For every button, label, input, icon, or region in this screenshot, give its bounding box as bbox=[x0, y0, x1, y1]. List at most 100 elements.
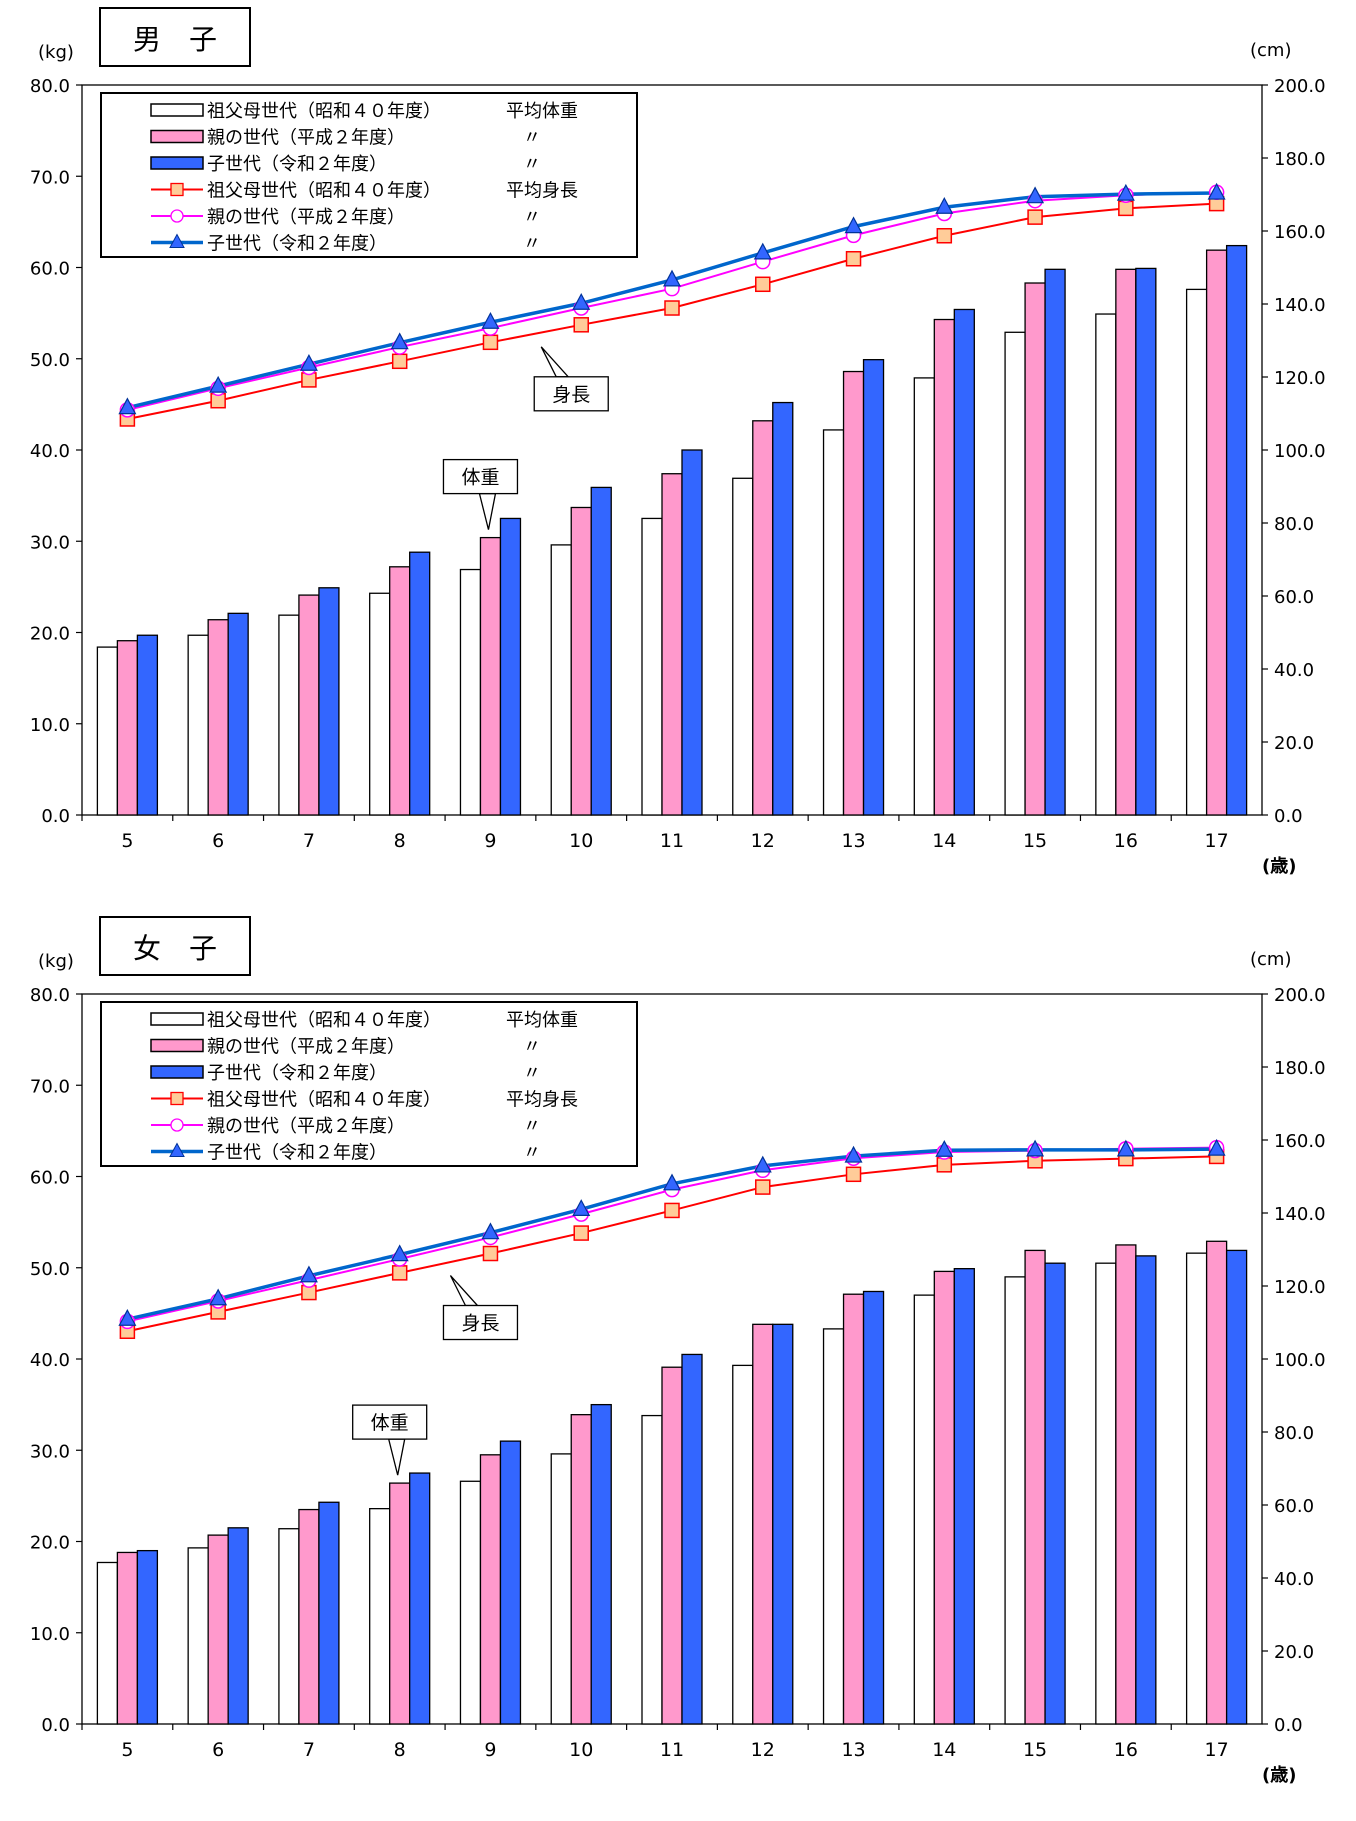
boys-bar bbox=[479, 536, 502, 816]
girls-legend-swatch-bar bbox=[150, 1012, 204, 1026]
boys-bar bbox=[1135, 267, 1157, 816]
boys-x-tick-label: 12 bbox=[751, 830, 775, 852]
girls-bar bbox=[681, 1353, 703, 1725]
girls-x-tick-label: 11 bbox=[660, 1739, 684, 1761]
girls-y-left-tick-label: 80.0 bbox=[30, 985, 70, 1006]
girls-legend-suffix: 〃 bbox=[523, 1037, 541, 1058]
boys-y-right-tick-label: 0.0 bbox=[1274, 806, 1303, 827]
girls-callout-label: 身長 bbox=[461, 1313, 499, 1335]
girls-point-square bbox=[755, 1179, 771, 1195]
girls-y-left-tick-label: 20.0 bbox=[30, 1533, 70, 1554]
girls-bar bbox=[227, 1527, 249, 1725]
girls-y-left-tick-label: 50.0 bbox=[30, 1259, 70, 1280]
girls-bar bbox=[862, 1290, 885, 1725]
girls-legend-label: 子世代（令和２年度） bbox=[207, 1143, 387, 1164]
girls-x-tick-label: 17 bbox=[1205, 1739, 1229, 1761]
boys-bar bbox=[207, 619, 229, 816]
girls-x-unit: (歳) bbox=[1262, 1765, 1296, 1786]
girls-x-tick-label: 16 bbox=[1114, 1739, 1138, 1761]
boys-bar bbox=[136, 634, 159, 816]
boys-bar bbox=[298, 594, 320, 816]
boys-legend-suffix: 〃 bbox=[523, 207, 541, 228]
girls-point-square bbox=[845, 1166, 862, 1183]
boys-callout: 身長 bbox=[533, 346, 609, 412]
girls-bar bbox=[1044, 1262, 1066, 1725]
girls-bar bbox=[499, 1440, 522, 1725]
girls-y-right-tick-label: 200.0 bbox=[1274, 985, 1326, 1006]
boys-x-unit: (歳) bbox=[1262, 856, 1296, 877]
girls-bar bbox=[459, 1480, 482, 1725]
girls-chart-svg: 女 子(kg) (cm)(歳)0.010.020.030.040.050.060.… bbox=[30, 916, 1326, 1786]
boys-bar bbox=[681, 449, 703, 816]
boys-bar bbox=[661, 473, 683, 816]
boys-point-triangle bbox=[118, 397, 137, 415]
boys-point-square bbox=[391, 353, 408, 370]
boys-legend-box bbox=[100, 92, 638, 258]
girls-x-tick-label: 6 bbox=[212, 1739, 224, 1761]
boys-y-left-tick-label: 80.0 bbox=[30, 76, 70, 97]
girls-bar bbox=[1185, 1252, 1208, 1725]
boys-y-left-tick-label: 10.0 bbox=[30, 715, 70, 736]
girls-y-right-tick-label: 40.0 bbox=[1274, 1569, 1314, 1590]
boys-bar bbox=[499, 517, 522, 816]
girls-y-right-tick-label: 60.0 bbox=[1274, 1496, 1314, 1517]
boys-point-square bbox=[482, 334, 499, 351]
boys-legend-swatch-bar bbox=[150, 103, 204, 117]
girls-title: 女 子 bbox=[133, 932, 217, 965]
boys-legend-marker-circle bbox=[170, 209, 184, 223]
boys-bar bbox=[752, 420, 774, 816]
boys-x-tick-label: 15 bbox=[1023, 830, 1047, 852]
boys-bar bbox=[772, 401, 794, 816]
boys-x-tick-label: 11 bbox=[660, 830, 684, 852]
boys-y-right-tick-label: 200.0 bbox=[1274, 76, 1326, 97]
boys-point-square bbox=[755, 276, 771, 293]
girls-title-box bbox=[99, 916, 251, 976]
girls-callout-box bbox=[442, 1304, 519, 1341]
girls-point-square bbox=[936, 1157, 953, 1173]
girls-y-left-tick-label: 70.0 bbox=[30, 1076, 70, 1097]
girls-point-square bbox=[482, 1245, 499, 1262]
girls-point-triangle bbox=[118, 1308, 137, 1326]
boys-point-square bbox=[845, 250, 862, 267]
girls-bar bbox=[116, 1551, 139, 1725]
girls-bar bbox=[187, 1547, 209, 1725]
boys-bar bbox=[732, 477, 754, 816]
boys-x-tick-label: 13 bbox=[841, 830, 865, 852]
girls-y-right-tick-label: 80.0 bbox=[1274, 1423, 1314, 1444]
boys-callout-box bbox=[533, 376, 609, 412]
boys-bar bbox=[842, 370, 865, 816]
boys-bar bbox=[227, 612, 249, 816]
boys-point-triangle bbox=[1116, 183, 1135, 201]
girls-point-triangle bbox=[209, 1288, 228, 1306]
boys-point-square bbox=[1027, 209, 1043, 225]
girls-bar bbox=[1095, 1262, 1117, 1725]
boys-title-box bbox=[99, 7, 251, 67]
girls-legend-suffix: 平均体重 bbox=[506, 1010, 578, 1031]
girls-bar bbox=[389, 1482, 411, 1725]
boys-callout-pointer bbox=[540, 346, 570, 378]
girls-bar bbox=[1024, 1249, 1046, 1725]
girls-bar bbox=[913, 1294, 935, 1725]
girls-point-triangle bbox=[844, 1145, 863, 1163]
girls-bar bbox=[1115, 1244, 1137, 1725]
boys-bar bbox=[1225, 244, 1248, 816]
boys-legend-label: 親の世代（平成２年度） bbox=[207, 128, 405, 149]
girls-x-tick-label: 7 bbox=[303, 1739, 315, 1761]
girls-callout-pointer bbox=[387, 1438, 406, 1476]
girls-bar bbox=[369, 1508, 391, 1725]
boys-bar bbox=[116, 640, 139, 816]
girls-bar bbox=[953, 1268, 975, 1725]
girls-y-left-tick-label: 10.0 bbox=[30, 1624, 70, 1645]
boys-callout-box bbox=[442, 458, 519, 495]
girls-callout: 身長 bbox=[442, 1275, 519, 1341]
boys-x-tick-label: 10 bbox=[569, 830, 593, 852]
boys-legend-swatch-bar bbox=[150, 156, 204, 170]
boys-legend-swatch-bar bbox=[150, 129, 204, 144]
girls-point-triangle bbox=[1207, 1138, 1226, 1156]
boys-x-tick-label: 14 bbox=[932, 830, 956, 852]
girls-callout-box bbox=[352, 1404, 428, 1440]
boys-bar bbox=[1024, 282, 1046, 816]
boys-callout-label: 身長 bbox=[552, 384, 590, 406]
boys-callout: 体重 bbox=[442, 458, 519, 530]
girls-y-right-unit: (cm) bbox=[1250, 949, 1291, 970]
